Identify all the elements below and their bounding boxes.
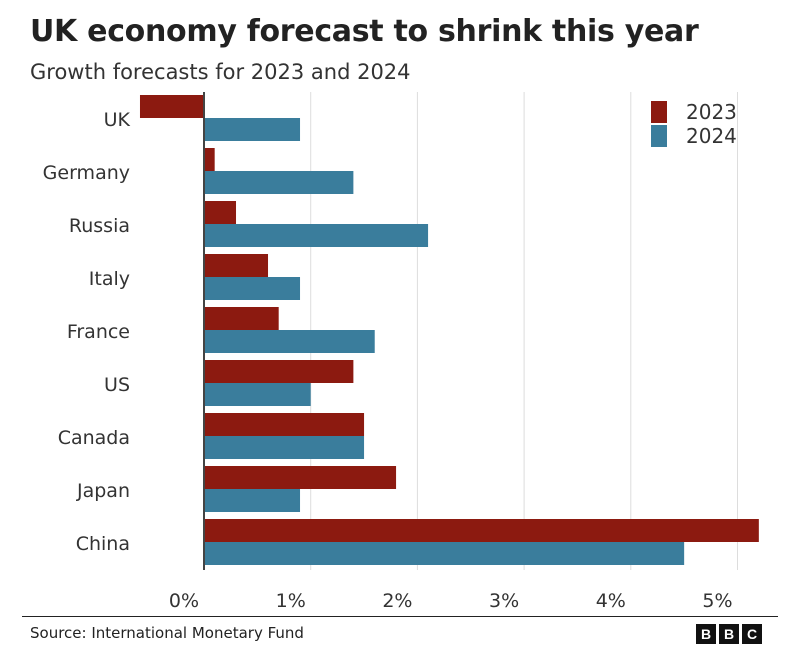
footer-divider: [22, 616, 778, 617]
x-tick-label: 3%: [489, 590, 519, 612]
bar-2024-us: [204, 383, 311, 406]
bar-2024-france: [204, 330, 375, 353]
source-note: Source: International Monetary Fund: [30, 624, 304, 642]
bar-2023-france: [204, 307, 279, 330]
bar-2024-germany: [204, 171, 354, 194]
bar-2023-italy: [204, 254, 269, 277]
legend-swatch-2024: [651, 125, 667, 147]
bar-2024-china: [204, 542, 685, 565]
legend-label: 2024: [686, 124, 737, 148]
category-label: Russia: [69, 215, 130, 237]
bar-2023-us: [204, 360, 354, 383]
category-label: Canada: [58, 427, 130, 449]
x-tick-label: 1%: [276, 590, 306, 612]
bar-2023-canada: [204, 413, 365, 436]
category-label: Japan: [76, 480, 130, 502]
legend-label: 2023: [686, 100, 737, 124]
chart-title: UK economy forecast to shrink this year: [30, 14, 699, 49]
x-tick-label: 2%: [382, 590, 412, 612]
bar-2024-canada: [204, 436, 365, 459]
category-label: Italy: [89, 268, 130, 290]
bar-2023-germany: [204, 148, 215, 171]
chart-subtitle: Growth forecasts for 2023 and 2024: [30, 60, 411, 84]
bar-2024-uk: [204, 118, 301, 141]
bar-2023-uk: [139, 95, 204, 118]
bar-2024-italy: [204, 277, 301, 300]
category-label: China: [76, 533, 130, 555]
category-label: US: [104, 374, 130, 396]
x-tick-label: 5%: [702, 590, 732, 612]
bar-2023-russia: [204, 201, 237, 224]
x-tick-label: 0%: [169, 590, 199, 612]
bar-2024-russia: [204, 224, 429, 247]
bar-2023-china: [204, 519, 759, 542]
x-tick-label: 4%: [596, 590, 626, 612]
category-label: France: [67, 321, 130, 343]
category-label: Germany: [43, 162, 130, 184]
category-label: UK: [104, 109, 131, 131]
bar-2024-japan: [204, 489, 301, 512]
bar-2023-japan: [204, 466, 397, 489]
legend-swatch-2023: [651, 101, 667, 123]
